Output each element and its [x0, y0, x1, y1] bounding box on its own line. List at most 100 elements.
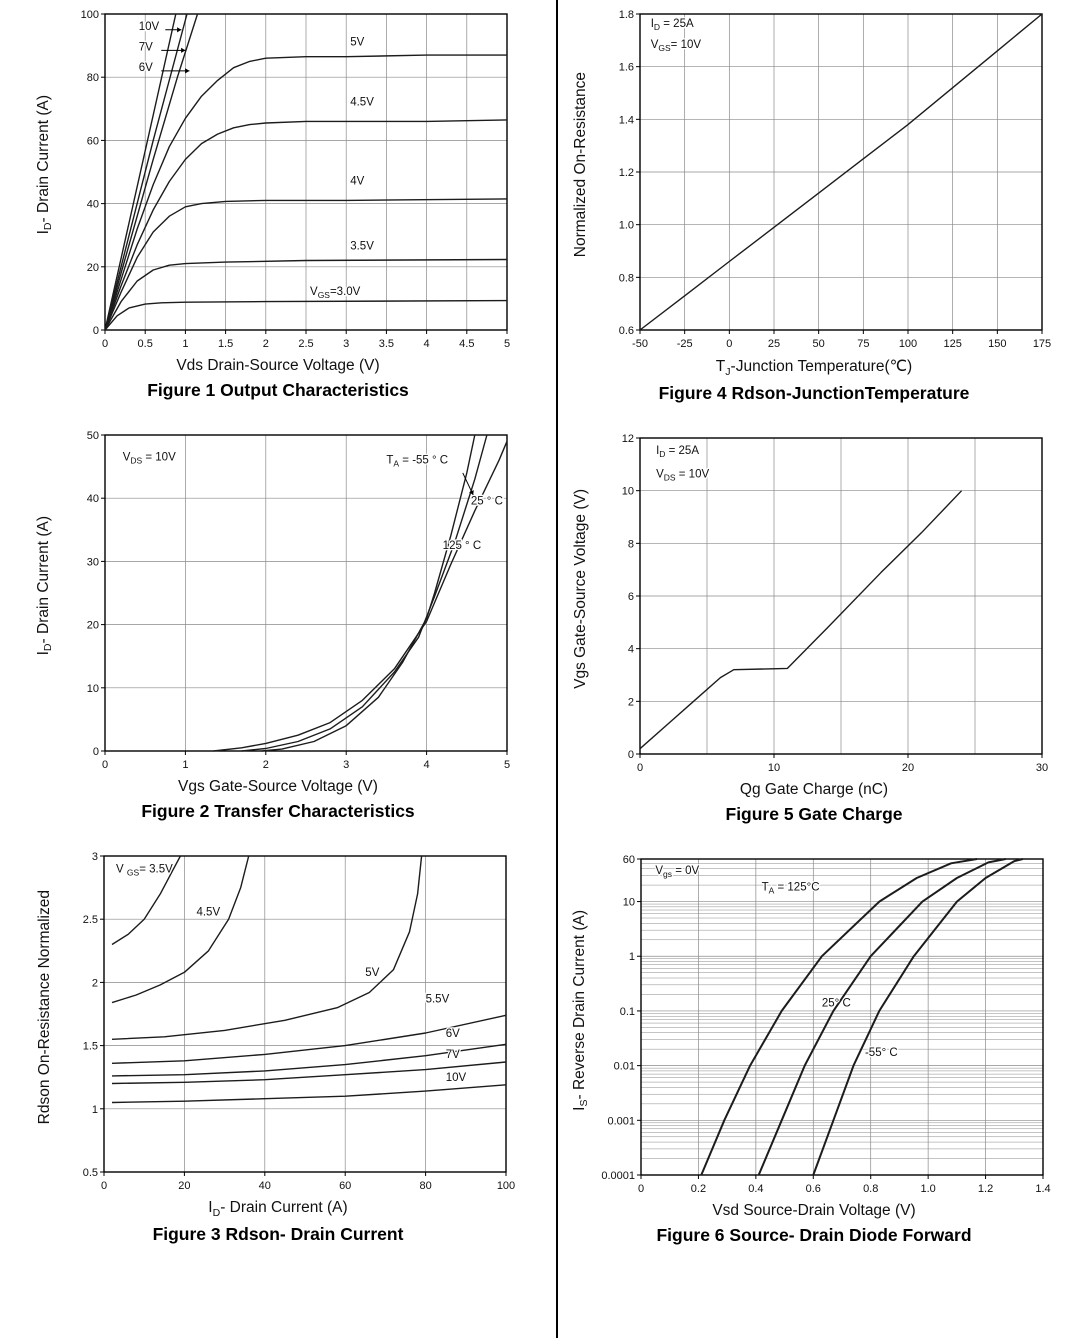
- x-axis-label: TJ-Junction Temperature(℃): [715, 358, 913, 379]
- svg-text:25° C: 25° C: [821, 998, 850, 1010]
- svg-text:1.5: 1.5: [83, 1041, 98, 1053]
- svg-text:4: 4: [423, 759, 429, 771]
- svg-text:80: 80: [86, 72, 98, 84]
- svg-text:0.001: 0.001: [607, 1115, 635, 1127]
- svg-text:4.5: 4.5: [459, 338, 474, 350]
- svg-text:60: 60: [622, 854, 634, 866]
- svg-text:40: 40: [86, 199, 98, 211]
- x-axis-label: Vds Drain-Source Voltage (V): [176, 357, 380, 374]
- chart-row: Rdson On-Resistance Normalized 0 20 40 60 80…: [36, 846, 520, 1198]
- svg-text:1.2: 1.2: [619, 167, 634, 179]
- svg-text:3.5V: 3.5V: [350, 240, 374, 252]
- svg-text:0.2: 0.2: [690, 1183, 705, 1195]
- svg-text:3.5: 3.5: [378, 338, 393, 350]
- svg-text:0: 0: [628, 749, 634, 761]
- svg-text:0.4: 0.4: [748, 1183, 763, 1195]
- figure-caption: Figure 2 Transfer Characteristics: [141, 801, 415, 821]
- chart-row: ID- Drain Current (A) 0 0.5 1 1.5 2 2.5 3 3.5 4 4…: [35, 4, 520, 356]
- svg-text:40: 40: [259, 1180, 271, 1192]
- svg-text:12: 12: [622, 433, 634, 445]
- svg-text:3: 3: [343, 759, 349, 771]
- svg-text:1.4: 1.4: [1035, 1183, 1050, 1195]
- svg-text:100: 100: [899, 338, 917, 350]
- chart-row: ID- Drain Current (A) 0 1 2 3 4 5 0 10 20 30 40 50 V…: [35, 425, 520, 777]
- chart-row: Vgs Gate-Source Voltage (V) 0 10 20 30 0 2 4 6 8…: [572, 428, 1056, 780]
- svg-text:30: 30: [86, 556, 98, 568]
- svg-text:2.5: 2.5: [83, 914, 98, 926]
- chart-gate-charge: 0 10 20 30 0 2 4 6 8 10 12 ID = 25A VDS = 10V: [622, 433, 1048, 774]
- svg-text:5V: 5V: [350, 37, 364, 49]
- svg-text:0.1: 0.1: [619, 1006, 634, 1018]
- svg-text:1.0: 1.0: [920, 1183, 935, 1195]
- figure-6-source-drain-diode: IS- Reverse Drain Current (A) 0 0.2 0.4 0.6…: [571, 849, 1056, 1246]
- svg-text:VGS= 10V: VGS= 10V: [651, 39, 702, 53]
- y-axis-label: Rdson On-Resistance Normalized: [36, 889, 53, 1125]
- chart-row: Normalized On-Resistance -50 -25 0 25 50 75 10…: [572, 4, 1056, 356]
- svg-text:100: 100: [497, 1180, 515, 1192]
- chart-rdson-drain-current: 0 20 40 60 80 100 0.5 1 1.5 2 2.5 3 V GS= 3.5V 4.5V 5V…: [83, 851, 515, 1192]
- figure-caption: Figure 6 Source- Drain Diode Forward: [656, 1225, 972, 1246]
- svg-text:0.8: 0.8: [863, 1183, 878, 1195]
- svg-text:1.6: 1.6: [619, 62, 634, 74]
- svg-text:1.5: 1.5: [217, 338, 232, 350]
- svg-text:3: 3: [343, 338, 349, 350]
- svg-text:0.6: 0.6: [805, 1183, 820, 1195]
- figure-caption: Figure 3 Rdson- Drain Current: [152, 1224, 404, 1245]
- svg-text:0: 0: [726, 338, 732, 350]
- y-axis-label: ID- Drain Current (A): [35, 516, 55, 656]
- svg-text:V GS= 3.5V: V GS= 3.5V: [116, 863, 173, 877]
- svg-text:25 ° C: 25 ° C: [470, 496, 502, 508]
- figure-2-transfer-characteristics: ID- Drain Current (A) 0 1 2 3 4 5 0 10 20 30 40 50 V…: [35, 425, 520, 822]
- svg-text:5V: 5V: [365, 967, 379, 979]
- svg-text:10: 10: [768, 762, 780, 774]
- svg-text:20: 20: [86, 262, 98, 274]
- svg-text:30: 30: [1036, 762, 1048, 774]
- y-axis-label: Normalized On-Resistance: [572, 72, 589, 258]
- figure-caption: Figure 5 Gate Charge: [725, 804, 903, 825]
- svg-text:0: 0: [92, 746, 98, 758]
- svg-text:VDS = 10V: VDS = 10V: [122, 451, 175, 465]
- svg-text:75: 75: [857, 338, 869, 350]
- svg-text:20: 20: [178, 1180, 190, 1192]
- svg-text:50: 50: [86, 430, 98, 442]
- figure-caption: Figure 1 Output Characteristics: [147, 380, 409, 400]
- right-column: Normalized On-Resistance -50 -25 0 25 50 75 10…: [558, 0, 1070, 1338]
- y-axis-label: Vgs Gate-Source Voltage (V): [572, 489, 589, 690]
- svg-text:6: 6: [628, 591, 634, 603]
- svg-text:5.5V: 5.5V: [426, 994, 450, 1006]
- svg-text:4: 4: [423, 338, 429, 350]
- svg-text:150: 150: [988, 338, 1006, 350]
- figure-1-output-characteristics: ID- Drain Current (A) 0 0.5 1 1.5 2 2.5 3 3.5 4 4…: [35, 4, 520, 401]
- svg-text:5: 5: [503, 338, 509, 350]
- svg-text:0.5: 0.5: [137, 338, 152, 350]
- left-column: ID- Drain Current (A) 0 0.5 1 1.5 2 2.5 3 3.5 4 4…: [35, 4, 520, 1245]
- svg-text:60: 60: [86, 135, 98, 147]
- svg-text:1: 1: [92, 1104, 98, 1116]
- x-axis-label: Vsd Source-Drain Voltage (V): [712, 1202, 916, 1220]
- svg-text:-25: -25: [677, 338, 693, 350]
- svg-text:3: 3: [92, 851, 98, 863]
- figure-4-rdson-junction-temperature: Normalized On-Resistance -50 -25 0 25 50 75 10…: [572, 4, 1056, 404]
- svg-text:20: 20: [86, 620, 98, 632]
- svg-text:2: 2: [262, 759, 268, 771]
- svg-text:0.0001: 0.0001: [601, 1170, 635, 1182]
- svg-text:ID = 25A: ID = 25A: [656, 445, 699, 459]
- svg-text:10V: 10V: [446, 1072, 467, 1084]
- svg-text:0.6: 0.6: [619, 325, 634, 337]
- svg-text:10V: 10V: [138, 21, 159, 33]
- svg-text:7V: 7V: [138, 41, 152, 53]
- svg-text:60: 60: [339, 1180, 351, 1192]
- svg-text:25: 25: [768, 338, 780, 350]
- svg-text:50: 50: [813, 338, 825, 350]
- svg-text:0: 0: [637, 762, 643, 774]
- svg-text:2: 2: [262, 338, 268, 350]
- chart-row: IS- Reverse Drain Current (A) 0 0.2 0.4 0.6…: [571, 849, 1056, 1201]
- svg-text:125 ° C: 125 ° C: [442, 540, 480, 552]
- svg-text:1.8: 1.8: [619, 9, 634, 21]
- svg-text:2: 2: [92, 977, 98, 989]
- svg-text:ID = 25A: ID = 25A: [651, 18, 694, 32]
- svg-text:1.0: 1.0: [619, 220, 634, 232]
- x-axis-label: Vgs Gate-Source Voltage (V): [178, 778, 378, 795]
- svg-text:40: 40: [86, 493, 98, 505]
- svg-text:10: 10: [622, 486, 634, 498]
